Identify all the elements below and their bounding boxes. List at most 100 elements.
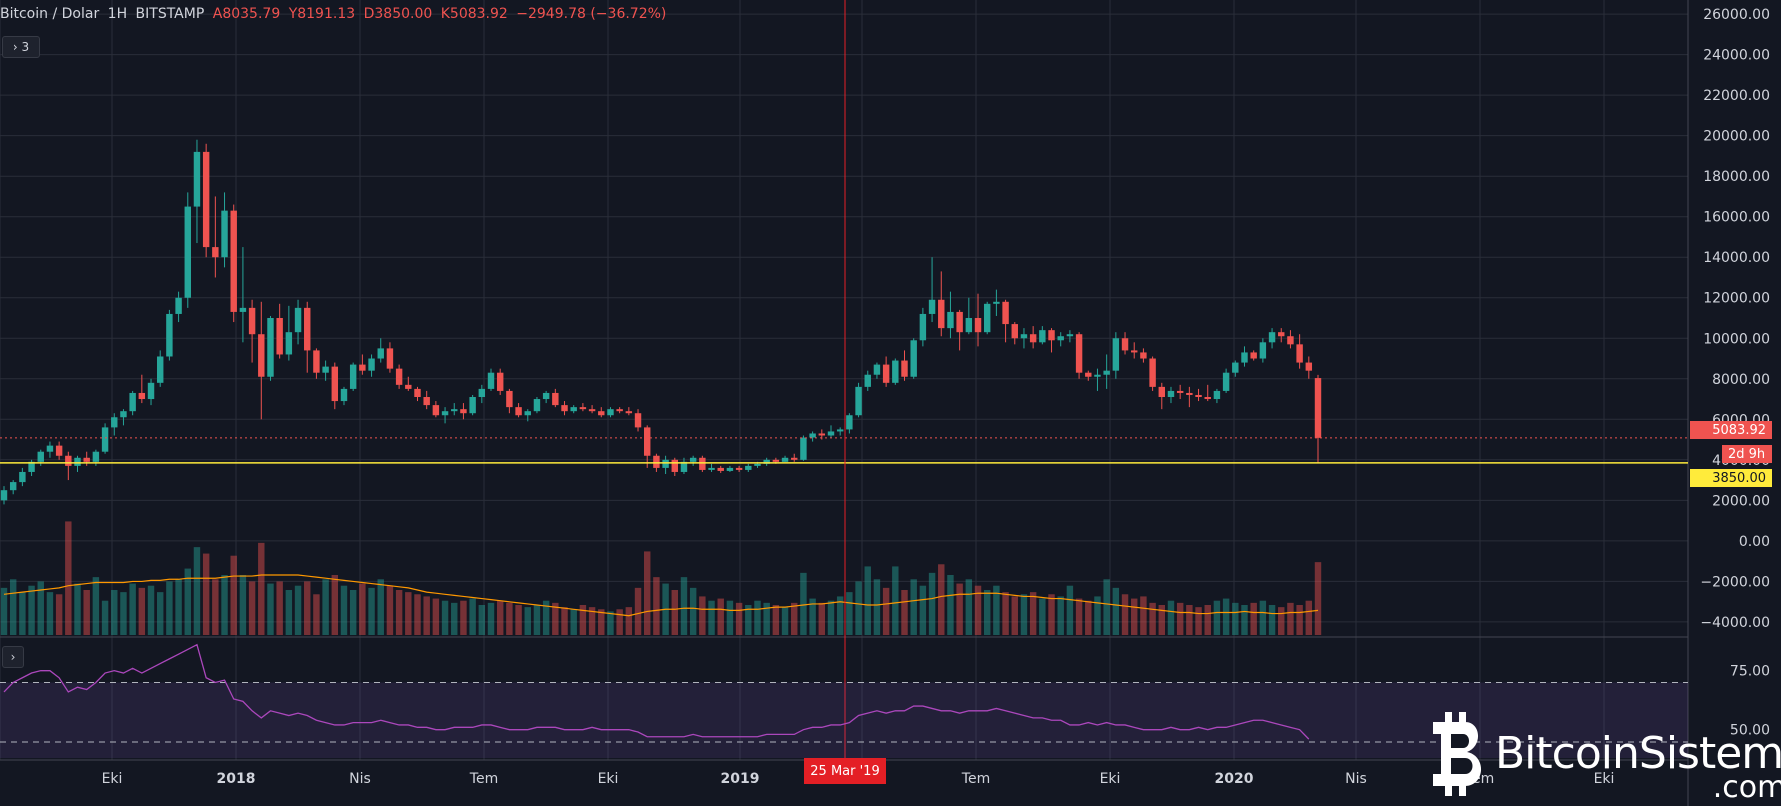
candle [83,451,90,466]
candle [331,362,339,410]
candle-body [1029,334,1037,343]
candle-body [772,459,780,462]
candle-body [1149,358,1156,387]
candle-body [469,397,476,414]
candle-body [313,350,320,373]
candle-body [166,313,173,357]
volume-bar [515,605,522,635]
candle-body [910,340,917,377]
candle [1112,332,1120,379]
candle-body [349,364,357,389]
candle [1131,342,1138,359]
candle-body [607,409,614,416]
volume-bar [827,600,835,635]
candle-body [111,417,118,428]
candle-body [193,151,201,207]
candle [441,407,449,424]
candle [1103,354,1110,389]
chart-overlays [0,0,1688,760]
candle-body [285,332,293,355]
candle-body [598,411,605,416]
candle-body [1305,362,1313,371]
candle [1232,360,1239,377]
candle [1011,322,1018,345]
candle [19,467,26,487]
candle-body [386,348,394,369]
candle [156,350,164,387]
candle [359,354,366,375]
candle [322,360,329,381]
volume-bar [1103,579,1110,635]
candle-body [561,405,568,412]
volume-bar [37,581,44,635]
candle [460,403,467,420]
candle-body [1112,338,1120,371]
rsi-pane: 75.00 50.00 [0,643,1770,758]
candle-body [74,457,81,466]
candle-body [368,358,375,371]
candle-body [1158,386,1166,398]
candle-body [809,433,816,438]
volume-bar [193,547,201,635]
rsi-collapse-button[interactable]: › [2,646,24,668]
symbol-name[interactable]: Bitcoin / Dolar [0,6,100,22]
candle [1213,388,1221,404]
volume-bar [653,577,660,635]
volume-bar [892,566,899,635]
time-axis: Eki 2018 Nis Tem Eki 2019 Tem Eki 2020 Nis Tem Eki [102,771,1615,787]
candle-body [634,413,642,428]
candle-body [1268,332,1276,343]
candle [983,301,991,335]
volume-bar [423,596,430,635]
candle [524,409,531,422]
candle-body [1314,378,1322,438]
volume-bar [506,602,513,635]
volume-bar [92,577,100,635]
candle [689,455,697,466]
candle-body [258,334,265,377]
volume-bar [1112,587,1120,635]
volume-bar [607,611,614,635]
candle-body [496,372,504,391]
indicators-collapse-button[interactable]: › 3 [2,36,40,58]
candle [368,354,375,377]
candle [662,455,669,474]
candle-body [83,457,90,462]
candle [166,309,173,361]
candle [726,465,734,472]
candle-body [625,411,633,414]
candle [9,480,17,495]
candle-body [1296,344,1303,363]
volume-bar [55,594,63,635]
close-price-tag: 5083.92 [1690,421,1772,439]
volume-bar [83,590,90,635]
candle [313,348,320,379]
candle-body [579,407,587,410]
candle-body [689,457,697,462]
candle-body [873,364,881,375]
volume-bar [1131,598,1138,635]
candle-body [892,360,899,383]
volume-bar [212,579,219,635]
price-tick-label: 24000.00 [1703,48,1770,64]
volume-bar [763,602,770,635]
candle [506,388,513,414]
volume-bar [1195,607,1202,635]
candle-body [432,405,440,416]
price-tick-label: 26000.00 [1703,7,1770,23]
volume-bar [1296,605,1303,635]
candle [1057,332,1064,347]
bar-countdown-tag: 2d 9h [1722,445,1772,463]
volume-bar [349,590,357,635]
candle-body [974,318,982,333]
candle [111,413,118,436]
candle-body [304,307,311,351]
candle [1039,326,1046,345]
candle-body [1002,301,1009,325]
candle [1158,382,1166,410]
candle-body [1039,330,1046,343]
interval-label[interactable]: 1H [107,6,128,22]
candle [938,271,945,337]
volume-bar [1039,598,1046,635]
